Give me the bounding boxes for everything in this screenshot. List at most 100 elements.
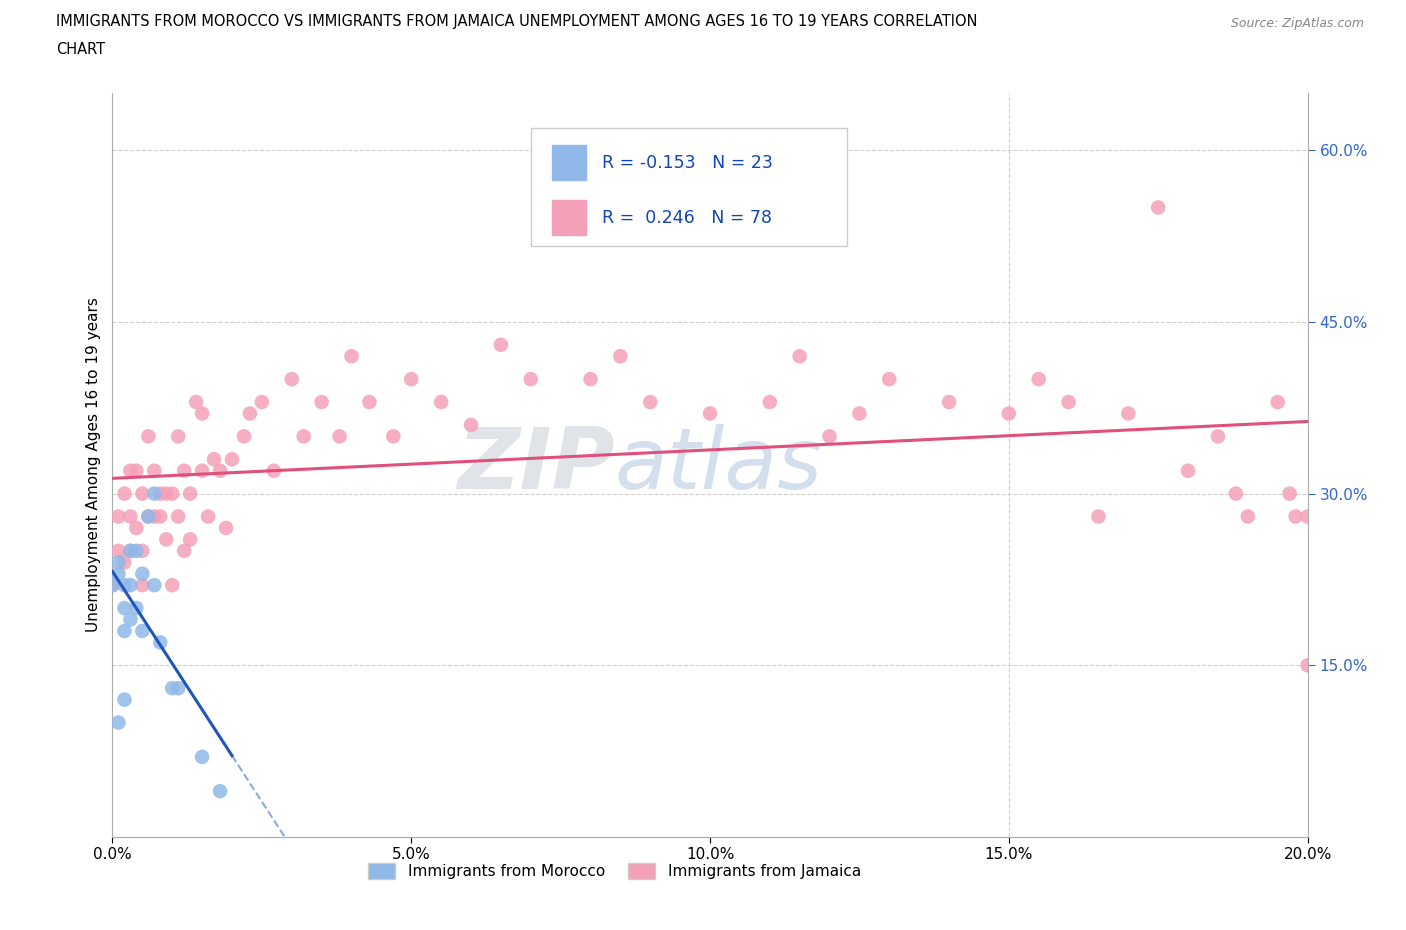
Point [107,715,129,730]
Legend: Immigrants from Morocco, Immigrants from Jamaica: Immigrants from Morocco, Immigrants from… [361,857,868,885]
Point [101,578,124,592]
Point [131,566,153,581]
Point [401,372,423,387]
Point [125,463,148,478]
Text: R =  0.246   N = 78: R = 0.246 N = 78 [603,208,772,227]
Text: Source: ZipAtlas.com: Source: ZipAtlas.com [1230,17,1364,30]
Bar [553,145,586,180]
Point [149,509,172,524]
Point [202,452,225,467]
Point [155,532,177,547]
Point [1147,200,1170,215]
Point [114,623,135,638]
Point [101,578,124,592]
Point [221,452,243,467]
Point [759,394,782,409]
Point [489,338,512,352]
Point [1267,394,1289,409]
Point [120,463,142,478]
Point [1296,509,1319,524]
Point [107,543,129,558]
Point [998,406,1021,421]
Point [250,394,273,409]
Point [138,509,160,524]
Point [209,784,232,799]
Point [340,349,363,364]
Point [520,372,543,387]
FancyBboxPatch shape [531,128,848,246]
Point [1225,486,1247,501]
Point [1057,394,1080,409]
Point [107,566,129,581]
Point [143,509,166,524]
Point [382,429,405,444]
Point [640,394,662,409]
Point [143,486,166,501]
Point [209,463,232,478]
Point [162,578,183,592]
Point [167,429,190,444]
Point [1296,658,1319,672]
Point [263,463,285,478]
Point [359,394,381,409]
Text: ZIP: ZIP [457,423,614,507]
Point [149,486,172,501]
Point [114,486,135,501]
Point [173,463,195,478]
Point [579,372,602,387]
Point [1237,509,1260,524]
Point [197,509,219,524]
Y-axis label: Unemployment Among Ages 16 to 19 years: Unemployment Among Ages 16 to 19 years [86,298,101,632]
Point [1278,486,1301,501]
Text: CHART: CHART [56,42,105,57]
Point [120,578,142,592]
Point [191,750,214,764]
Point [167,509,190,524]
Point [138,429,160,444]
Point [179,532,201,547]
Point [131,486,153,501]
Point [233,429,256,444]
Point [114,692,135,707]
Point [120,543,142,558]
Point [848,406,870,421]
Point [125,543,148,558]
Point [120,509,142,524]
Point [1028,372,1050,387]
Point [131,543,153,558]
Point [155,486,177,501]
Point [173,543,195,558]
Point [1177,463,1199,478]
Point [114,555,135,570]
Point [143,578,166,592]
Point [281,372,304,387]
Point [215,521,238,536]
Point [186,394,208,409]
Text: IMMIGRANTS FROM MOROCCO VS IMMIGRANTS FROM JAMAICA UNEMPLOYMENT AMONG AGES 16 TO: IMMIGRANTS FROM MOROCCO VS IMMIGRANTS FR… [56,14,977,29]
Point [191,463,214,478]
Point [162,681,183,696]
Point [131,623,153,638]
Point [162,486,183,501]
Point [879,372,901,387]
Text: R = -0.153   N = 23: R = -0.153 N = 23 [603,153,773,171]
Point [1118,406,1140,421]
Point [239,406,262,421]
Point [789,349,811,364]
Point [609,349,631,364]
Point [1087,509,1109,524]
Point [125,521,148,536]
Point [179,486,201,501]
Point [938,394,960,409]
Point [107,509,129,524]
Point [1206,429,1229,444]
Point [311,394,333,409]
Point [138,509,160,524]
Point [167,681,190,696]
Point [191,406,214,421]
Point [143,463,166,478]
Point [125,601,148,616]
Point [329,429,352,444]
Point [114,578,135,592]
Point [699,406,721,421]
